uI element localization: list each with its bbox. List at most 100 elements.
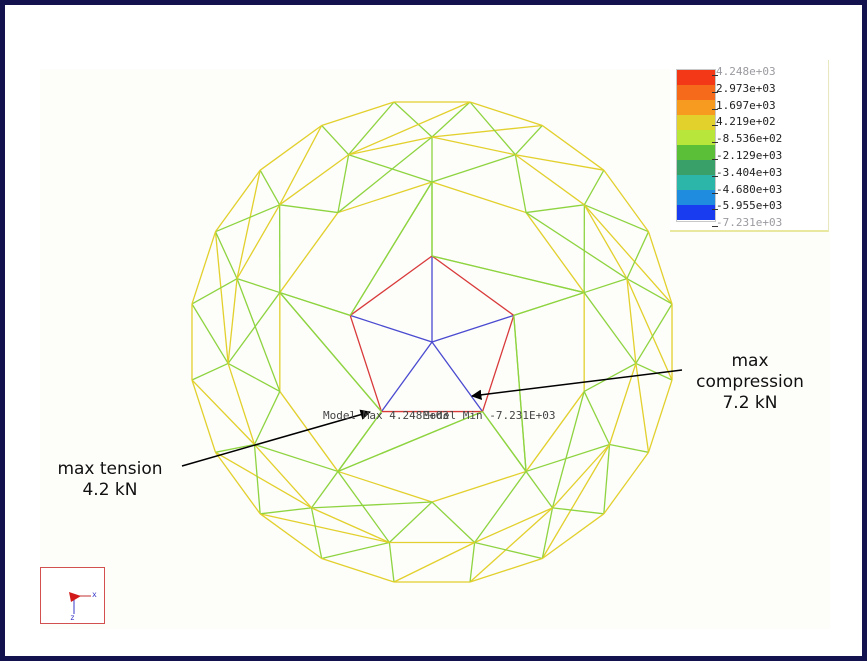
legend-swatch	[677, 205, 715, 220]
model-max-label: Model Max 4.248E+03	[323, 409, 449, 422]
legend-swatch	[677, 130, 715, 145]
compression-label-2: compression	[696, 372, 804, 392]
dome-member	[191, 278, 238, 305]
tension-arrow	[181, 409, 372, 467]
dome-member	[349, 181, 433, 316]
dome-member	[525, 204, 585, 214]
dome-member	[552, 444, 611, 509]
dome-member	[584, 204, 649, 233]
compression-arrow	[470, 369, 683, 401]
dome-member	[348, 136, 433, 156]
dome-member	[388, 542, 395, 583]
dome-member	[279, 292, 382, 412]
dome-member	[215, 204, 280, 233]
dome-member	[469, 507, 553, 583]
dome-member	[525, 212, 585, 293]
legend-value: 2.973e+03	[716, 81, 776, 95]
dome-member	[551, 391, 585, 509]
dome-member	[583, 391, 611, 445]
dome-member	[214, 451, 261, 515]
dome-member	[474, 471, 527, 543]
axis-triad-icon	[69, 592, 91, 614]
dome-member	[349, 315, 383, 412]
dome-member	[337, 136, 433, 214]
dome-member	[515, 154, 604, 171]
dome-member	[337, 470, 433, 503]
dome-member	[469, 542, 476, 583]
legend-value: 4.219e+02	[716, 115, 776, 129]
dome-member	[583, 204, 628, 279]
dome-member	[337, 154, 350, 213]
legend-swatch	[677, 115, 715, 130]
dome-member	[321, 125, 350, 156]
dome-member	[348, 101, 395, 156]
dome-member	[626, 231, 650, 279]
dome-member	[609, 443, 649, 453]
dome-member	[321, 557, 395, 583]
dome-member	[469, 101, 543, 127]
dome-member	[227, 278, 238, 364]
dome-member	[626, 278, 673, 381]
dome-member	[236, 204, 281, 279]
dome-member	[259, 124, 323, 171]
dome-member	[626, 278, 673, 305]
dome-member	[191, 303, 229, 364]
dome-member	[583, 362, 637, 393]
dome-member	[337, 411, 382, 472]
dome-member	[393, 101, 433, 138]
legend-tick	[712, 192, 718, 194]
dome-member	[350, 314, 433, 343]
dome-member	[431, 124, 543, 138]
legend-swatch	[677, 100, 715, 115]
legend-tick	[712, 175, 718, 177]
dome-member	[431, 341, 484, 412]
legend-swatch	[677, 145, 715, 160]
dome-member	[191, 379, 255, 445]
dome-member	[259, 169, 281, 206]
dome-member	[253, 391, 281, 445]
dome-member	[431, 101, 471, 138]
dome-member	[635, 362, 673, 381]
legend-value: -2.129e+03	[716, 149, 783, 162]
dome-member	[481, 315, 515, 412]
dome-member	[647, 379, 673, 453]
dome-member	[279, 212, 339, 293]
compression-value: 7.2 kN	[722, 393, 778, 413]
legend-value: -8.536e+02	[716, 132, 783, 146]
dome-member	[236, 278, 281, 392]
axis-triad: x z	[40, 567, 105, 624]
dome-member	[513, 291, 585, 317]
dome-member	[279, 125, 323, 206]
legend-tick	[712, 75, 718, 76]
dome-member	[541, 507, 554, 559]
dome-member	[431, 255, 585, 294]
dome-member	[227, 363, 256, 445]
dome-member	[583, 169, 605, 206]
dome-member	[311, 507, 390, 544]
dome-member	[541, 124, 605, 171]
dome-member	[214, 169, 261, 233]
dome-member	[469, 101, 516, 156]
dome-member	[279, 204, 339, 214]
dome-member	[191, 379, 217, 453]
dome-member	[279, 154, 350, 206]
tension-value: 4.2 kN	[82, 480, 138, 500]
legend-swatch	[677, 70, 715, 85]
color-legend: 4.248e+03 2.973e+03 1.697e+03 4.219e+02 -8.5…	[670, 60, 829, 232]
dome-member	[337, 471, 390, 543]
legend-value: -4.680e+03	[716, 182, 783, 196]
dome-member	[310, 471, 339, 509]
dome-member	[253, 444, 261, 514]
dome-member	[525, 471, 554, 509]
dome-member	[603, 451, 650, 515]
dome-member	[603, 444, 611, 514]
dome-member	[348, 154, 433, 183]
legend-color-bar	[676, 69, 716, 222]
dome-member	[474, 541, 543, 560]
dome-member	[236, 170, 261, 279]
dome-member	[482, 411, 527, 472]
dome-member	[310, 507, 323, 559]
legend-value: 1.697e+03	[716, 98, 776, 112]
compression-label-1: max	[731, 351, 769, 371]
